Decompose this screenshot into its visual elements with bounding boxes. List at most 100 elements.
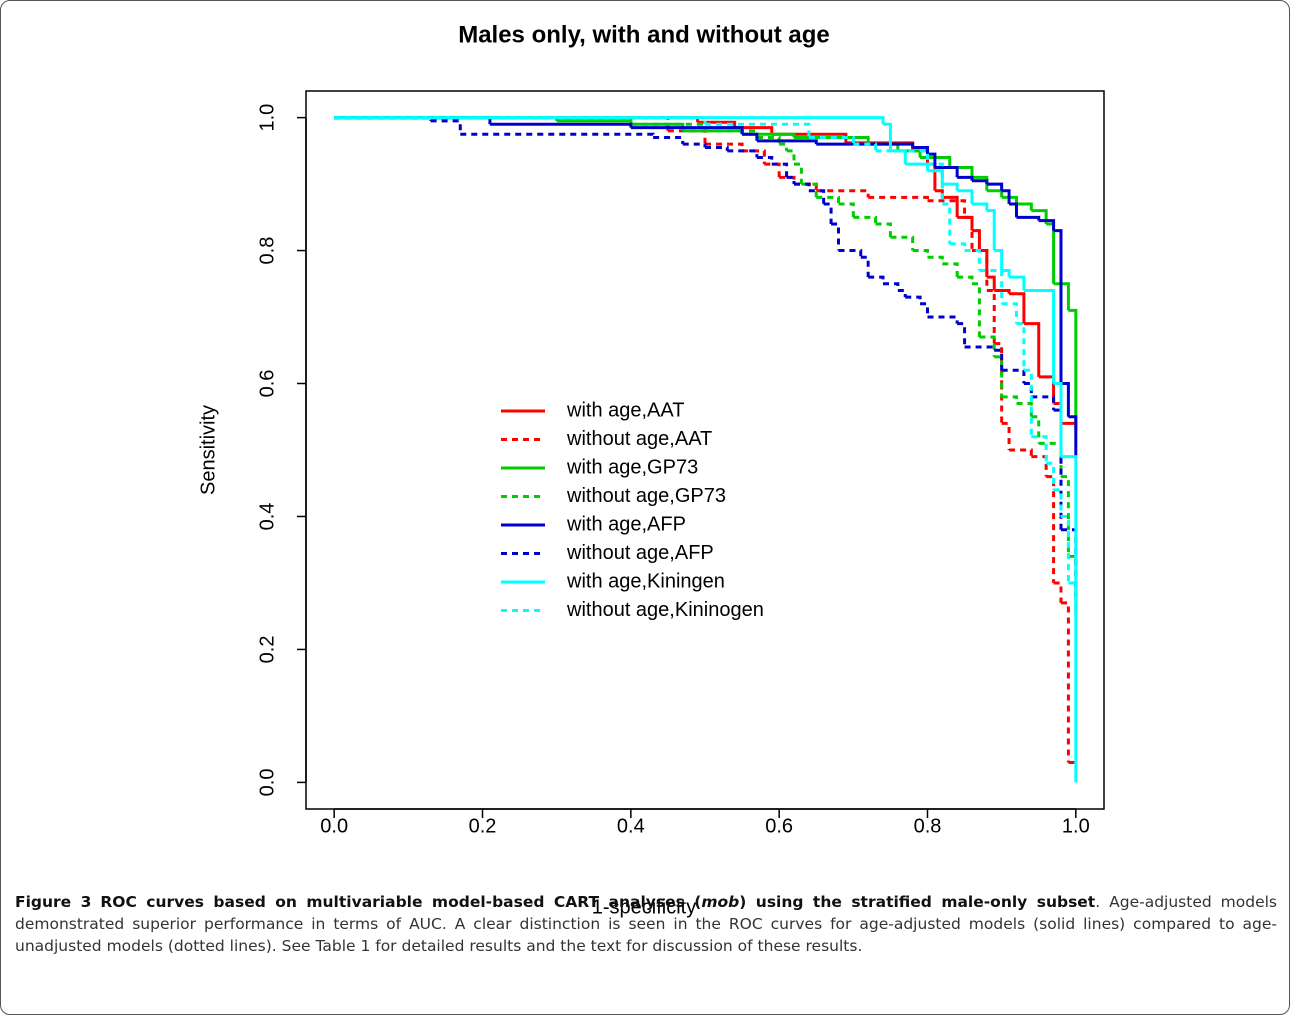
roc-step [979,335,996,357]
roc-step [697,120,737,128]
roc-step [1053,488,1063,517]
roc-step [1038,441,1063,477]
roc-step [734,126,774,135]
roc-step [334,116,707,125]
roc-step [986,189,1004,198]
roc-step [742,132,759,141]
roc-step [1053,382,1063,457]
legend-label: with age,Kiningen [566,570,725,592]
roc-step [460,132,655,138]
roc-step [942,195,959,218]
roc-step [920,155,952,168]
roc-step [1031,395,1056,411]
roc-step [1023,382,1033,397]
roc-step [920,302,929,318]
roc-step [1046,475,1056,583]
caption-body: . Age-adjusted models demonstrated super… [15,893,1277,955]
roc-step [1031,455,1048,477]
y-tick-label: 0.0 [256,769,278,797]
roc-step [868,275,885,284]
roc-step [1068,554,1078,610]
roc-step [756,155,774,165]
roc-step [957,189,974,205]
roc-step [1038,375,1056,404]
x-tick-label: 0.2 [469,815,497,837]
roc-step [742,132,796,138]
roc-step [934,165,959,178]
roc-step [1009,275,1026,291]
roc-step [1046,288,1056,384]
legend-label: without age,GP73 [566,485,726,507]
roc-step [1016,202,1033,211]
roc-step [489,122,633,128]
roc-step [1001,195,1018,205]
roc-step [771,162,789,178]
roc-step [1001,395,1018,404]
roc-step [927,169,944,185]
legend-label: without age,AFP [566,542,714,564]
roc-step [942,202,952,244]
y-tick-label: 1.0 [256,104,278,132]
roc-step [1001,269,1011,278]
roc-step [764,162,781,178]
roc-step [630,126,744,135]
roc-step [779,142,789,151]
roc-step [1016,215,1041,221]
roc-step [667,129,707,145]
roc-step [994,249,1004,271]
roc-step [1009,292,1026,324]
roc-step [875,149,929,165]
roc-step [882,122,892,151]
legend-label: with age,AAT [566,399,684,421]
roc-step [682,142,707,148]
roc-step [927,162,944,205]
roc-step [653,136,685,145]
roc-step [949,242,967,251]
roc-step [1053,282,1070,311]
roc-step [808,189,826,205]
roc-step [1053,581,1063,603]
caption-title: ) using the stratified male-only subset [739,893,1096,911]
roc-step [986,209,996,251]
roc-step [1001,189,1011,205]
roc-step [1068,308,1078,424]
roc-step [1068,415,1078,457]
plot-box [305,90,1105,810]
roc-step [994,342,1004,384]
x-tick-label: 0.4 [617,815,645,837]
caption-title: ROC curves based on multivariable model-… [100,893,702,911]
roc-step [430,119,462,135]
roc-step [1031,415,1041,444]
roc-step [786,175,796,185]
roc-step [808,136,855,145]
roc-step [742,149,766,165]
roc-step [1060,455,1078,783]
roc-step [971,179,989,185]
roc-step [823,202,833,224]
y-tick-label: 0.2 [256,636,278,664]
roc-step [875,222,892,238]
legend-label: with age,GP73 [566,456,698,478]
roc-step [927,315,959,324]
roc-step [890,149,907,165]
y-tick-label: 0.8 [256,237,278,265]
roc-step [860,255,870,278]
roc-step [927,152,937,168]
roc-step [1023,368,1033,437]
roc-step [682,129,744,135]
roc-step [957,175,974,181]
x-tick-label: 0.6 [765,815,793,837]
roc-step [1053,408,1063,530]
roc-step [882,282,900,291]
roc-step [912,146,929,155]
roc-step [1053,229,1063,384]
chart-title: Males only, with and without age [458,21,830,48]
x-axis-title: 1-specificity [592,896,696,918]
roc-step [890,235,915,251]
roc-step [964,215,974,251]
roc-step [853,142,878,151]
roc-step [912,249,929,258]
roc-step [868,195,929,201]
roc-step [816,189,870,198]
